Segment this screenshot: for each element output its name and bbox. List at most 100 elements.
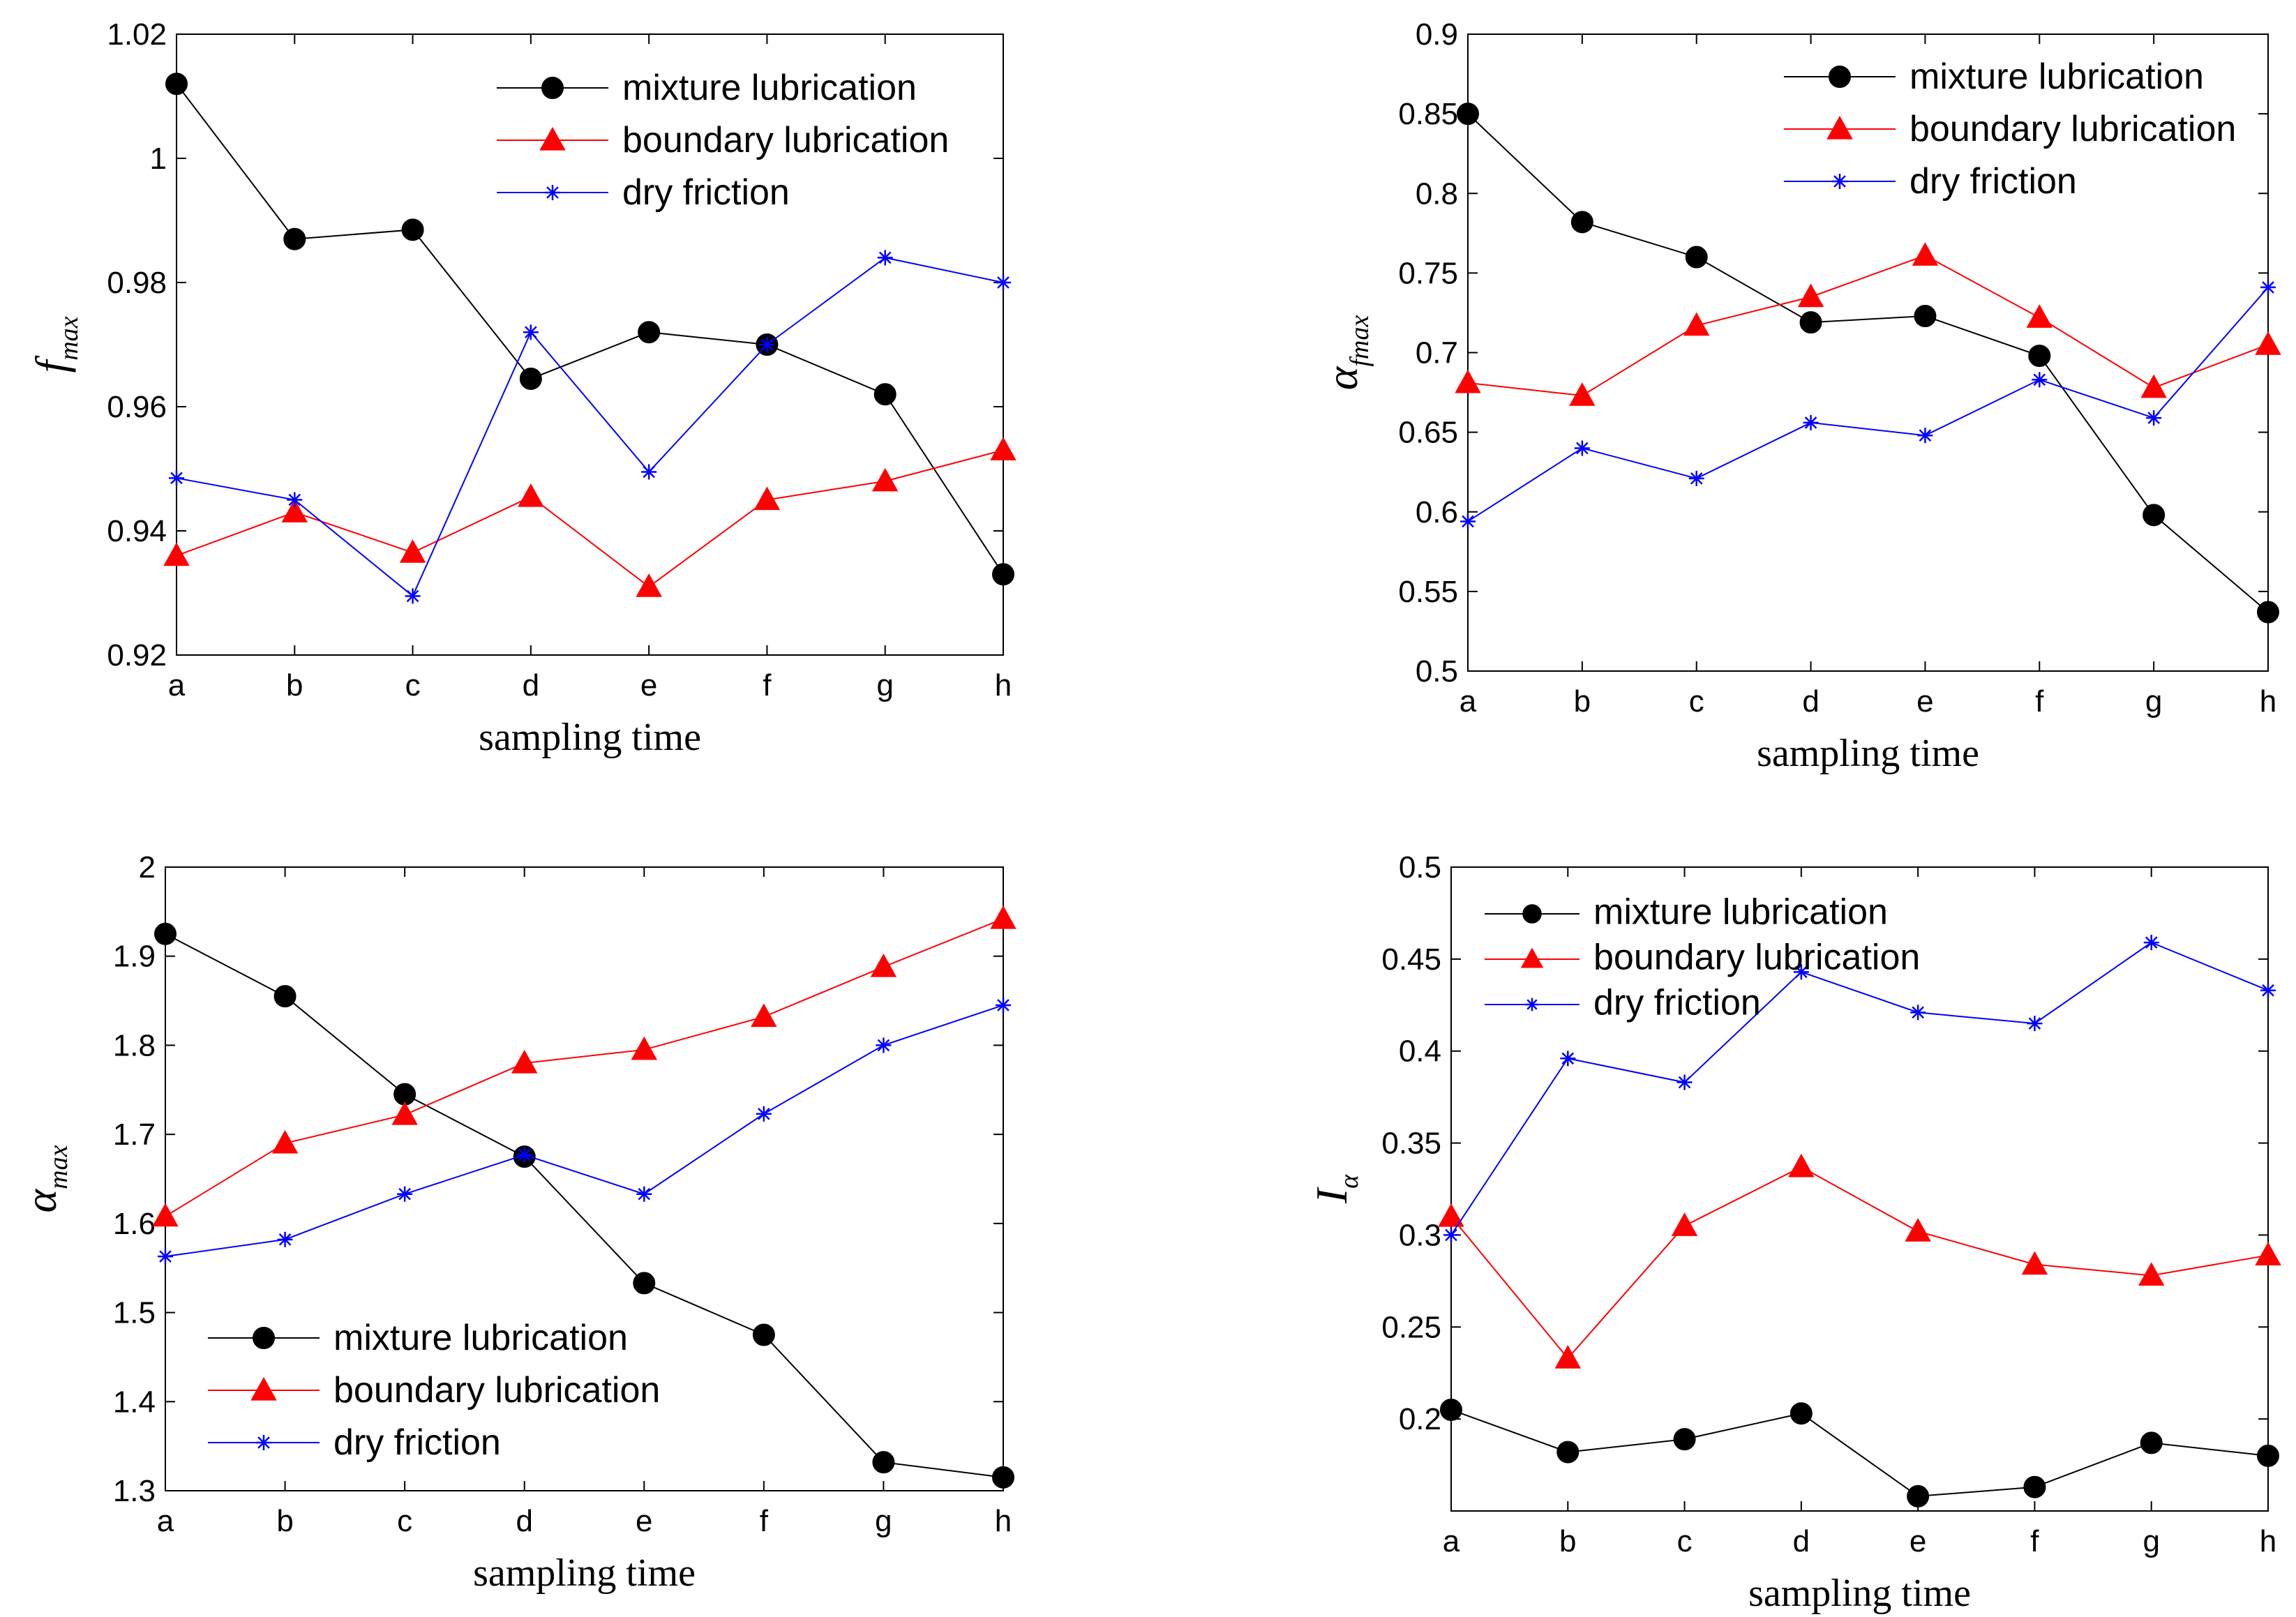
x-tick-label: b (1559, 1524, 1576, 1558)
x-axis-label: sampling time (1748, 1572, 1971, 1615)
x-tick-label: f (2030, 1524, 2039, 1558)
x-tick-label: a (168, 668, 186, 702)
plot-frame (165, 866, 1004, 1491)
y-tick-label: 0.45 (1381, 942, 1441, 977)
legend: mixture lubrication boundary lubrication d… (1784, 57, 2236, 202)
data-point (1793, 964, 1809, 980)
y-tick-label: 1.02 (107, 17, 167, 52)
legend-marker-stroke (257, 1436, 270, 1449)
data-point (523, 324, 539, 340)
data-point (2257, 601, 2279, 624)
series-dry-friction (1460, 279, 2276, 529)
y-axis-label: Iα (1307, 1174, 1364, 1204)
x-tick-label: e (640, 668, 657, 702)
data-point (751, 1003, 777, 1028)
data-point-stroke (2262, 281, 2274, 294)
data-point (516, 1147, 532, 1163)
data-point (1789, 1402, 1813, 1425)
chart-2: 0.5 0.55 0.6 0.65 0.7 0.75 0.8 0.85 0.9 a b c d e f g h s… (1317, 17, 2281, 775)
data-point-stroke (878, 251, 892, 264)
data-point (154, 922, 177, 945)
data-point (636, 1186, 652, 1202)
data-point (1560, 1051, 1576, 1067)
series-boundary-lubrication (152, 905, 1016, 1227)
x-tick-label: c (1677, 1524, 1693, 1558)
x-tick-label: d (1793, 1524, 1810, 1558)
x-tick-label: g (2143, 1524, 2159, 1558)
y-tick-label: 1.9 (113, 940, 156, 974)
x-tick-label: d (516, 1504, 532, 1538)
series-line (1467, 255, 2269, 397)
data-point-stroke (760, 338, 774, 351)
y-tick-label: 0.35 (1381, 1127, 1441, 1161)
series-line (1450, 1409, 2269, 1497)
data-point (1455, 369, 1481, 393)
data-point (872, 1451, 895, 1474)
y-axis-label-sub: fmax (1345, 315, 1374, 367)
x-axis-label: sampling time (1757, 732, 1979, 775)
series-line (165, 933, 1004, 1478)
chart-3: 1.3 1.4 1.5 1.6 1.7 1.8 1.9 2 a b c d e f g h sampling t… (16, 850, 1016, 1595)
data-point (1797, 283, 1824, 308)
data-point (2257, 1444, 2279, 1467)
y-tick-label: 0.3 (1399, 1218, 1441, 1252)
y-tick-label: 0.9 (1416, 17, 1458, 52)
data-point (287, 492, 303, 508)
data-point-stroke (1690, 472, 1703, 485)
x-tick-label: f (2035, 684, 2044, 719)
legend-marker-stroke (546, 186, 559, 199)
chart-1: 0.92 0.94 0.96 0.98 1 1.02 a b c d e f g h sampling ti… (27, 17, 1016, 759)
data-point (165, 73, 188, 96)
y-axis-label: fmax (27, 316, 84, 373)
data-point (2255, 1242, 2281, 1266)
legend-label: mixture lubrication (1909, 57, 2204, 97)
data-point (1910, 1005, 1926, 1021)
series-dry-friction (169, 250, 1011, 604)
y-tick-label: 0.96 (107, 390, 167, 424)
y-tick-label: 1.7 (113, 1118, 156, 1152)
data-point (283, 227, 306, 250)
y-axis-label-sub: max (54, 316, 84, 360)
data-point (756, 1106, 772, 1122)
x-tick-label: e (1909, 1524, 1926, 1558)
legend-marker-stroke (1526, 999, 1538, 1010)
y-axis-label-sub: max (44, 1145, 73, 1189)
legend-marker (541, 77, 564, 99)
data-point (401, 218, 424, 241)
y-axis-label: αfmax (1317, 315, 1374, 391)
data-point-stroke (1912, 1006, 1924, 1019)
legend: mixture lubrication boundary lubrication d… (208, 1318, 660, 1463)
data-point-stroke (638, 1187, 651, 1201)
y-tick-label: 0.98 (107, 266, 167, 300)
data-point (1554, 1345, 1581, 1369)
data-point-stroke (406, 589, 419, 603)
x-tick-label: e (636, 1504, 652, 1538)
data-point (2260, 279, 2276, 295)
data-point (1673, 1428, 1696, 1451)
data-point (996, 275, 1011, 290)
x-tick-label: c (397, 1504, 412, 1538)
data-point-stroke (1561, 1052, 1575, 1065)
series-line (176, 449, 1004, 588)
data-point (2023, 1475, 2046, 1498)
data-point-stroke (1576, 442, 1589, 455)
y-tick-label: 0.94 (107, 514, 167, 548)
data-point-stroke (159, 1250, 172, 1263)
x-tick-label: h (995, 1504, 1012, 1538)
y-tick-label: 0.65 (1398, 416, 1458, 450)
data-point-stroke (525, 326, 537, 339)
data-point (996, 997, 1011, 1013)
x-tick-label: e (1916, 684, 1933, 719)
series-line (176, 257, 1004, 598)
data-point (1556, 1441, 1580, 1464)
x-axis-label: sampling time (479, 716, 701, 759)
data-point (870, 953, 897, 977)
legend-label: dry friction (1593, 982, 1761, 1023)
data-point-stroke (170, 472, 183, 485)
data-point (397, 1186, 413, 1202)
data-point (1438, 1203, 1464, 1227)
data-point (876, 1037, 892, 1053)
data-point-stroke (1919, 429, 1932, 442)
x-tick-label: h (2260, 684, 2276, 719)
data-point-stroke (643, 465, 655, 479)
